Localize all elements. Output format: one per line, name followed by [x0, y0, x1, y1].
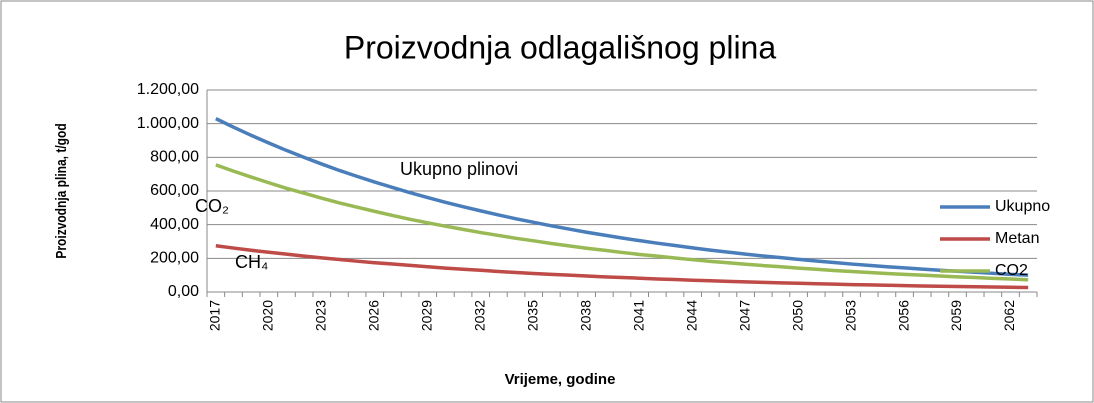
x-tick-label: 2029	[418, 300, 434, 331]
legend-label: Ukupno	[995, 198, 1050, 215]
y-tick-label: 0,00	[168, 283, 199, 300]
y-tick-label: 800,00	[150, 149, 199, 166]
x-tick-label: 2044	[683, 300, 699, 331]
x-tick-label: 2026	[365, 300, 381, 331]
series-line	[215, 117, 1029, 277]
x-tick-label: 2020	[260, 300, 276, 331]
x-tick-label: 2062	[1001, 300, 1017, 331]
y-tick-label: 600,00	[150, 182, 199, 199]
x-tick-label: 2053	[842, 300, 858, 331]
series-line	[215, 163, 1029, 282]
series-line	[215, 243, 1029, 290]
y-tick-label: 1.200,00	[137, 81, 199, 98]
y-tick-label: 1.000,00	[137, 115, 199, 132]
x-tick-label: 2047	[736, 300, 752, 331]
x-tick-label: 2035	[524, 300, 540, 331]
chart-title: Proizvodnja odlagališnog plina	[344, 29, 777, 65]
x-tick-label: 2059	[948, 300, 964, 331]
annotation: Ukupno plinovi	[400, 159, 518, 179]
annotation: CO₂	[195, 196, 229, 216]
y-tick-label: 400,00	[150, 216, 199, 233]
x-tick-label: 2038	[577, 300, 593, 331]
y-axis-label: Proizvodnja plina, t/god	[53, 123, 70, 258]
x-tick-label: 2041	[630, 300, 646, 331]
legend-label: CO2	[995, 262, 1028, 279]
legend-label: Metan	[995, 230, 1039, 247]
x-tick-label: 2032	[471, 300, 487, 331]
x-tick-label: 2056	[895, 300, 911, 331]
x-tick-label: 2023	[312, 300, 328, 331]
annotation: CH₄	[235, 252, 268, 272]
x-tick-label: 2017	[207, 300, 223, 331]
x-tick-label: 2050	[789, 300, 805, 331]
y-tick-label: 200,00	[150, 250, 199, 267]
x-axis-label: Vrijeme, godine	[505, 371, 616, 388]
